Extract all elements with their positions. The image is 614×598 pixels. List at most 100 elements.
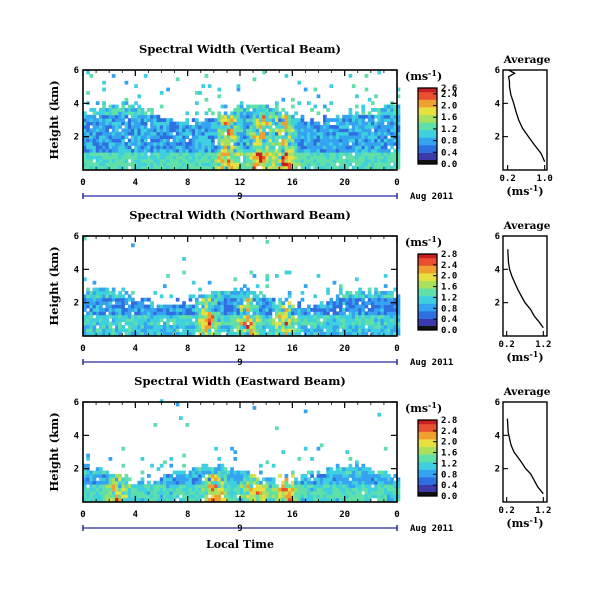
heatmap-cell xyxy=(300,328,305,333)
heatmap-cell xyxy=(105,121,110,126)
heatmap-cell xyxy=(223,114,228,119)
heatmap-cell xyxy=(115,108,119,112)
heatmap-cell xyxy=(249,474,254,478)
heatmap-cell xyxy=(99,121,103,126)
heatmap-cell xyxy=(118,121,122,126)
heatmap-cell xyxy=(319,484,324,488)
profile-unit: (ms-1) xyxy=(506,183,543,198)
heatmap-cell xyxy=(390,325,394,329)
heatmap-cell xyxy=(383,284,388,288)
heatmap-cell xyxy=(262,491,266,495)
heatmap-cell xyxy=(118,304,122,309)
colorbar-segment xyxy=(418,88,437,91)
heatmap-cell xyxy=(310,494,314,499)
heatmap-cell xyxy=(163,121,167,126)
heatmap-cell xyxy=(99,301,103,305)
heatmap-cell xyxy=(303,446,308,451)
heatmap-cell xyxy=(99,325,103,329)
heatmap-cell xyxy=(214,304,218,309)
heatmap-cell xyxy=(380,487,385,492)
heatmap-cell xyxy=(211,314,215,319)
heatmap-cell xyxy=(323,121,327,126)
heatmap-cell xyxy=(102,308,106,312)
heatmap-cell xyxy=(137,135,142,139)
heatmap-cell xyxy=(172,121,177,126)
heatmap-cell xyxy=(252,311,257,316)
heatmap-cell xyxy=(364,494,369,499)
heatmap-cell xyxy=(249,152,254,156)
heatmap-cell xyxy=(140,491,145,495)
heatmap-cell xyxy=(89,304,94,309)
heatmap-cell xyxy=(230,494,234,499)
heatmap-cell xyxy=(316,125,321,129)
heatmap-cell xyxy=(195,101,199,105)
heatmap-cell xyxy=(390,311,394,316)
heatmap-cell xyxy=(230,294,234,299)
heatmap-cell xyxy=(140,497,145,502)
heatmap-cell xyxy=(143,152,148,156)
heatmap-cell xyxy=(281,450,286,454)
heatmap-cell xyxy=(89,497,94,502)
heatmap-cell xyxy=(163,142,167,146)
heatmap-cell xyxy=(227,121,231,126)
heatmap-cell xyxy=(268,487,273,492)
heatmap-cell xyxy=(198,131,202,136)
heatmap-cell xyxy=(236,497,241,502)
heatmap-cell xyxy=(166,311,170,316)
heatmap-cell xyxy=(342,484,346,488)
heatmap-cell xyxy=(172,162,177,167)
heatmap-cell xyxy=(105,480,110,485)
heatmap-cell xyxy=(291,152,295,156)
heatmap-cell xyxy=(95,152,100,156)
heatmap-cell xyxy=(233,287,238,292)
heatmap-cell xyxy=(201,138,206,143)
colorbar-tick-label: 2.0 xyxy=(441,102,457,112)
heatmap-cell xyxy=(297,487,302,492)
heatmap-cell xyxy=(188,308,193,312)
heatmap-cell xyxy=(159,294,164,299)
heatmap-cell xyxy=(249,142,254,146)
heatmap-cell xyxy=(371,470,375,475)
heatmap-cell xyxy=(182,148,186,153)
heatmap-cell xyxy=(271,135,276,139)
heatmap-cell xyxy=(169,484,174,488)
heatmap-cell xyxy=(223,297,228,302)
heatmap-cell xyxy=(223,480,228,485)
heatmap-cell xyxy=(255,318,260,322)
heatmap-cell xyxy=(204,301,209,305)
heatmap-cell xyxy=(86,145,90,150)
heatmap-cell xyxy=(361,331,366,336)
heatmap-cell xyxy=(134,125,138,129)
heatmap-cell xyxy=(86,494,90,499)
heatmap-cell xyxy=(297,494,302,499)
heatmap-cell xyxy=(345,159,350,163)
heatmap-cell xyxy=(268,165,273,170)
heatmap-cell xyxy=(102,114,106,119)
heatmap-cell xyxy=(300,138,305,143)
heatmap-cell xyxy=(393,128,398,133)
heatmap-cell xyxy=(351,308,356,312)
heatmap-cell xyxy=(342,148,346,153)
heatmap-cell xyxy=(99,131,103,136)
heatmap-cell xyxy=(121,118,126,122)
heatmap-cell xyxy=(355,328,359,333)
profile-y-tick-label: 6 xyxy=(495,232,500,242)
heatmap-cell xyxy=(278,497,282,502)
heatmap-cell xyxy=(95,135,100,139)
heatmap-cell xyxy=(310,121,314,126)
heatmap-cell xyxy=(227,484,231,488)
heatmap-cell xyxy=(115,118,119,122)
heatmap-cell xyxy=(259,480,263,485)
heatmap-cell xyxy=(351,325,356,329)
heatmap-cell xyxy=(230,467,234,471)
heatmap-cell xyxy=(348,487,353,492)
heatmap-cell xyxy=(287,304,292,309)
heatmap-cell xyxy=(230,314,234,319)
heatmap-cell xyxy=(339,314,343,319)
heatmap-cell xyxy=(230,480,234,485)
heatmap-cell xyxy=(191,304,196,309)
heatmap-cell xyxy=(374,301,378,305)
heatmap-cell xyxy=(201,131,206,136)
heatmap-cell xyxy=(319,314,324,319)
heatmap-cell xyxy=(166,145,170,150)
